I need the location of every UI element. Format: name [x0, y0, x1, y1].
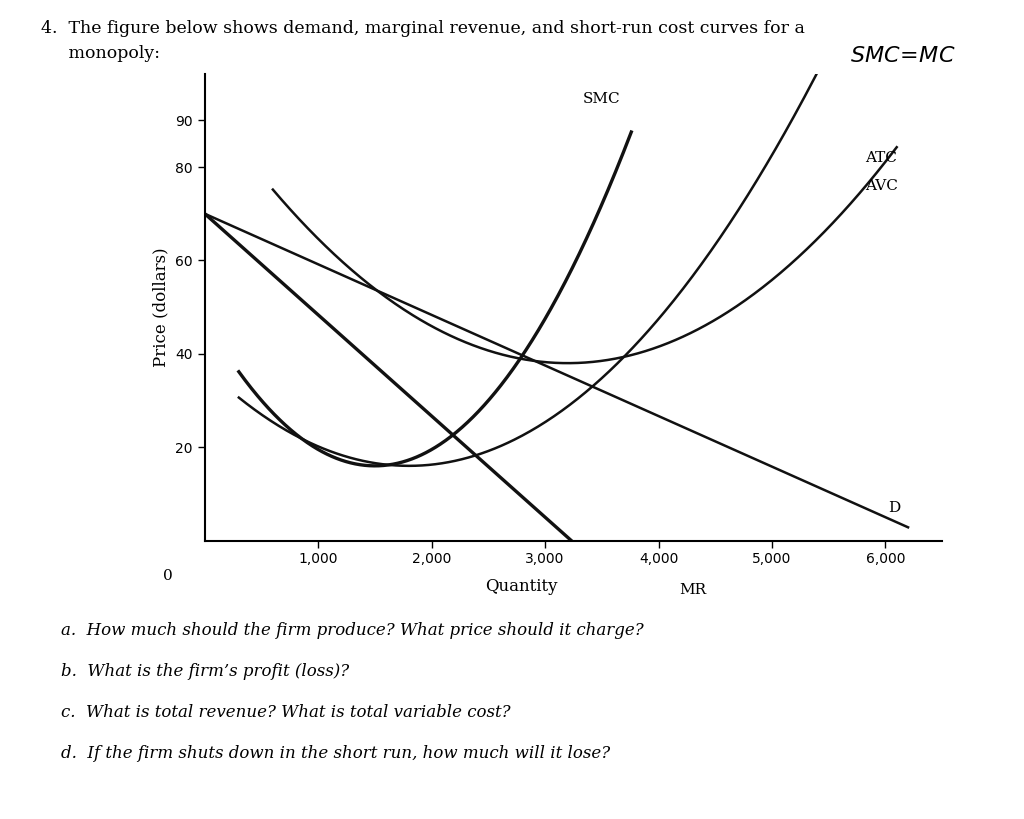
Text: monopoly:: monopoly:	[41, 45, 160, 62]
Text: 0: 0	[163, 568, 173, 582]
Text: 4.  The figure below shows demand, marginal revenue, and short-run cost curves f: 4. The figure below shows demand, margin…	[41, 20, 805, 38]
Text: b.  What is the firm’s profit (loss)?: b. What is the firm’s profit (loss)?	[61, 663, 349, 681]
Text: MR: MR	[679, 582, 707, 596]
Text: ATC: ATC	[865, 151, 897, 165]
X-axis label: Quantity: Quantity	[485, 578, 558, 595]
Text: a.  How much should the firm produce? What price should it charge?: a. How much should the firm produce? Wha…	[61, 622, 644, 640]
Y-axis label: Price (dollars): Price (dollars)	[153, 247, 170, 367]
Text: SMC: SMC	[583, 93, 621, 106]
Text: d.  If the firm shuts down in the short run, how much will it lose?: d. If the firm shuts down in the short r…	[61, 745, 610, 762]
Text: AVC: AVC	[865, 179, 898, 192]
Text: D: D	[888, 501, 900, 515]
Text: c.  What is total revenue? What is total variable cost?: c. What is total revenue? What is total …	[61, 704, 511, 722]
Text: $SMC\!=\!MC$: $SMC\!=\!MC$	[850, 45, 955, 67]
